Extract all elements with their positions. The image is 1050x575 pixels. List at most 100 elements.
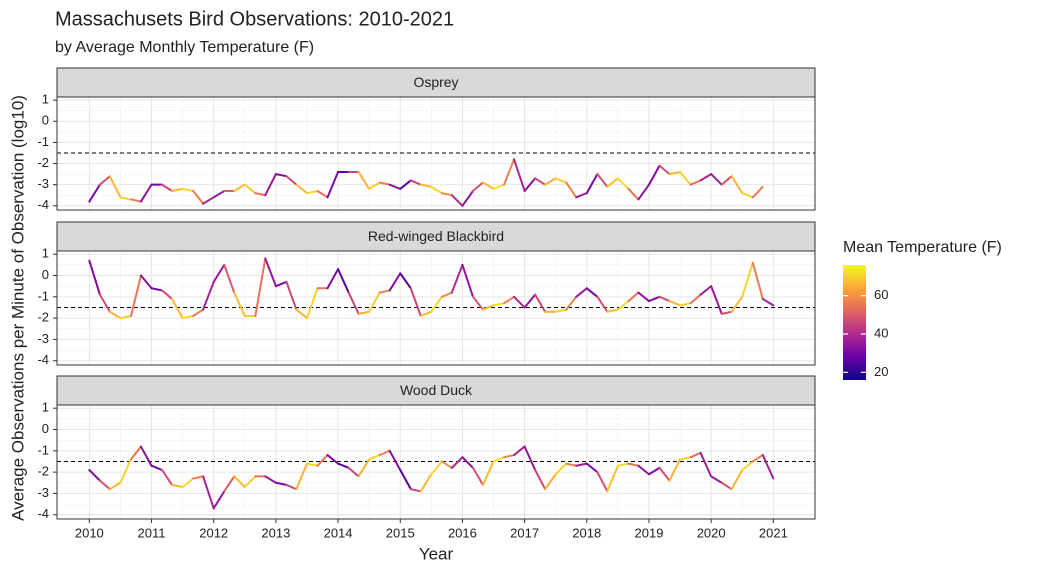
- line-segment: [98, 175, 111, 186]
- x-tick-label: 2010: [75, 525, 104, 540]
- y-tick-label: -1: [37, 288, 49, 303]
- line-segment: [181, 477, 195, 489]
- line-segment: [202, 475, 215, 510]
- line-segment: [647, 164, 661, 186]
- line-segment: [243, 183, 257, 195]
- line-segment: [399, 272, 412, 290]
- line-segment: [285, 175, 298, 186]
- line-segment: [108, 310, 122, 320]
- line-segment: [129, 445, 142, 461]
- x-tick-label: 2019: [635, 525, 664, 540]
- line-segment: [679, 456, 692, 461]
- line-segment: [492, 456, 506, 463]
- line-segment: [544, 177, 557, 186]
- line-segment: [119, 314, 132, 320]
- facet-strip: [56, 221, 816, 252]
- line-segment: [575, 192, 588, 199]
- line-segment: [274, 280, 288, 288]
- line-segment: [554, 177, 568, 184]
- y-tick-label: -4: [37, 352, 49, 367]
- line-segment: [523, 293, 537, 309]
- line-segment: [357, 458, 371, 478]
- line-segment: [430, 460, 443, 476]
- line-segment: [761, 454, 775, 480]
- line-segment: [616, 300, 630, 311]
- line-segment: [161, 289, 174, 300]
- line-segment: [450, 263, 464, 294]
- line-segment: [316, 454, 329, 467]
- line-segment: [357, 310, 371, 315]
- y-tick-label: 0: [42, 113, 49, 128]
- panel-border: [56, 404, 816, 520]
- x-tick-label: 2012: [199, 525, 228, 540]
- line-segment: [492, 302, 506, 307]
- y-tick-label: -1: [37, 442, 49, 457]
- line-segment: [761, 297, 775, 307]
- line-segment: [150, 464, 164, 471]
- colorbar: [843, 265, 866, 380]
- line-segment: [285, 483, 298, 491]
- line-segment: [305, 189, 319, 195]
- line-segment: [233, 183, 246, 192]
- line-segment: [627, 462, 640, 467]
- line-segment: [378, 449, 391, 457]
- line-segment: [585, 462, 599, 474]
- line-segment: [513, 445, 526, 457]
- facet-label: Osprey: [413, 74, 458, 90]
- line-segment: [658, 466, 671, 482]
- line-segment: [720, 481, 733, 491]
- line-segment: [471, 295, 484, 311]
- panel: [57, 405, 815, 519]
- line-segment: [264, 475, 277, 484]
- x-tick-label: 2011: [138, 525, 166, 540]
- panel: [57, 251, 815, 365]
- line-segment: [285, 280, 298, 311]
- line-segment: [751, 261, 764, 300]
- chart-subtitle: by Average Monthly Temperature (F): [55, 39, 314, 56]
- line-segment: [440, 460, 453, 469]
- line-segment: [295, 462, 308, 491]
- line-segment: [98, 293, 111, 313]
- line-segment: [751, 454, 764, 463]
- line-segment: [689, 293, 702, 305]
- line-segment: [88, 468, 101, 482]
- panel: [57, 97, 815, 210]
- y-tick-label: 1: [42, 246, 49, 261]
- line-segment: [233, 475, 246, 489]
- line-segment: [616, 177, 630, 190]
- line-segment: [461, 456, 474, 469]
- line-segment: [212, 263, 226, 283]
- line-segment: [699, 285, 713, 296]
- line-segment: [368, 181, 381, 190]
- line-segment: [409, 179, 422, 186]
- line-segment: [461, 263, 474, 298]
- line-segment: [565, 462, 578, 467]
- colorbar-tick-label: 60: [874, 287, 888, 302]
- line-segment: [503, 295, 516, 305]
- line-segment: [668, 170, 682, 176]
- line-segment: [596, 295, 609, 313]
- line-segment: [606, 308, 619, 313]
- y-tick-label: 0: [42, 421, 49, 436]
- chart-title: Massachusets Bird Observations: 2010-202…: [55, 8, 454, 30]
- y-tick-label: -4: [37, 506, 49, 521]
- line-segment: [471, 466, 484, 486]
- line-segment: [347, 466, 360, 478]
- line-segment: [357, 170, 371, 190]
- line-segment: [534, 293, 547, 313]
- line-segment: [440, 291, 453, 298]
- line-segment: [544, 473, 557, 491]
- x-tick-label: 2021: [759, 525, 788, 540]
- x-tick-label: 2015: [386, 525, 415, 540]
- y-tick-label: -3: [37, 331, 49, 346]
- line-segment: [212, 189, 226, 199]
- line-segment: [627, 187, 640, 201]
- line-segment: [554, 462, 568, 476]
- line-segment: [378, 181, 391, 186]
- line-segment: [554, 308, 568, 313]
- facet-strip: [56, 67, 816, 98]
- line-segment: [699, 451, 713, 478]
- line-segment: [523, 445, 537, 471]
- line-segment: [295, 183, 308, 195]
- line-segment: [399, 468, 412, 491]
